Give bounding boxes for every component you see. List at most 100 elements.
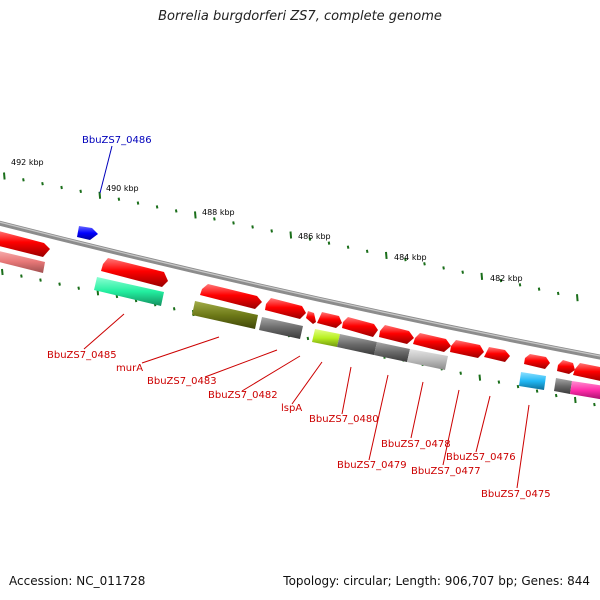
feature-bar-0478[interactable]	[407, 349, 448, 370]
gene-label-0480[interactable]: BbuZS7_0480	[309, 414, 379, 425]
leader-0486	[99, 145, 113, 194]
minor-tick	[554, 393, 558, 398]
cds-arrow[interactable]	[317, 312, 342, 328]
major-tick	[3, 172, 6, 180]
major-tick	[194, 211, 197, 219]
gene-label-0477[interactable]: BbuZS7_0477	[411, 466, 481, 477]
minor-tick	[499, 278, 503, 283]
minor-tick	[155, 205, 159, 209]
leader-0480	[341, 366, 352, 415]
gene-label-lspa[interactable]: lspA	[281, 403, 302, 414]
accession-text: Accession: NC_011728	[9, 574, 146, 588]
feature-bar-0475[interactable]	[519, 372, 546, 390]
minor-tick	[459, 371, 462, 375]
minor-tick	[442, 266, 445, 270]
cds-arrow[interactable]	[200, 284, 262, 309]
leader-0485	[83, 313, 125, 350]
cds-arrow[interactable]	[342, 317, 378, 337]
minor-tick	[308, 237, 312, 241]
feature-bar-0479[interactable]	[374, 342, 410, 362]
gene-label-0482[interactable]: BbuZS7_0482	[208, 390, 278, 401]
gene-label-0485[interactable]: BbuZS7_0485	[47, 350, 117, 361]
minor-tick	[39, 278, 42, 282]
minor-tick	[174, 209, 178, 213]
cds-arrow[interactable]	[413, 333, 451, 352]
cds-arrow[interactable]	[557, 360, 575, 374]
leader-0477	[442, 389, 460, 466]
kbp-label-492: 492 kbp	[11, 158, 44, 167]
gene-label-0476[interactable]: BbuZS7_0476	[446, 452, 516, 463]
genome-backbone	[0, 220, 600, 360]
minor-tick	[270, 229, 273, 233]
minor-tick	[518, 283, 522, 287]
minor-tick	[232, 221, 235, 225]
kbp-label-490: 490 kbp	[106, 184, 139, 193]
minor-tick	[327, 241, 331, 245]
pseudo-feature[interactable]	[0, 250, 45, 273]
major-tick	[385, 251, 388, 260]
gene-0486-arrow[interactable]	[77, 226, 98, 240]
kbp-label-486: 486 kbp	[298, 232, 331, 241]
cds-arrow[interactable]	[306, 311, 316, 324]
minor-tick	[556, 291, 560, 296]
leader-lines	[83, 145, 530, 489]
kbp-label-484: 484 kbp	[394, 253, 427, 262]
feature-bars	[0, 250, 600, 400]
leader-0482	[241, 355, 301, 392]
minor-tick	[516, 384, 520, 389]
leader-mura	[141, 336, 220, 364]
cds-arrow[interactable]	[573, 363, 600, 382]
leader-0475	[516, 404, 530, 489]
minor-tick	[365, 249, 369, 254]
genome-backbone-highlight	[0, 221, 600, 357]
leader-lspa	[291, 361, 323, 405]
reverse-cds-track	[0, 230, 600, 382]
minor-tick	[404, 257, 407, 262]
gene-labels: BbuZS7_0486 BbuZS7_0485 murA BbuZS7_0483…	[47, 135, 551, 500]
cds-arrow[interactable]	[101, 258, 168, 287]
topology-text: Topology: circular; Length: 906,707 bp; …	[283, 574, 590, 588]
minor-tick	[346, 245, 350, 249]
cds-arrow[interactable]	[379, 325, 414, 344]
minor-tick	[306, 336, 310, 341]
cds-arrow[interactable]	[450, 340, 484, 358]
leader-0479	[368, 374, 389, 461]
minor-tick	[497, 380, 501, 384]
major-tick	[478, 374, 482, 381]
major-tick	[574, 396, 577, 404]
feature-bar-mura[interactable]	[192, 301, 258, 329]
feature-bar-0483[interactable]	[259, 317, 303, 339]
cds-arrow[interactable]	[0, 230, 50, 257]
kbp-label-482: 482 kbp	[490, 274, 523, 283]
minor-tick	[117, 197, 121, 201]
minor-tick	[251, 225, 254, 229]
cds-arrow[interactable]	[484, 347, 510, 362]
ruler-ticks	[3, 172, 579, 302]
kbp-label-488: 488 kbp	[202, 208, 235, 217]
gene-label-0479[interactable]: BbuZS7_0479	[337, 460, 407, 471]
minor-tick	[172, 307, 176, 311]
minor-tick	[593, 402, 596, 407]
gene-label-0483[interactable]: BbuZS7_0483	[147, 376, 217, 387]
feature-bar-0480[interactable]	[337, 334, 377, 355]
feature-bar-magenta[interactable]	[570, 381, 600, 400]
cds-arrow[interactable]	[524, 354, 550, 369]
gene-label-0478[interactable]: BbuZS7_0478	[381, 439, 451, 450]
gene-label-0486[interactable]: BbuZS7_0486	[82, 135, 152, 146]
minor-tick	[20, 274, 23, 278]
feature-bar-0485[interactable]	[94, 277, 164, 306]
feature-bar-gray-end[interactable]	[554, 378, 572, 394]
map-title: Borrelia burgdorferi ZS7, complete genom…	[158, 9, 442, 24]
leader-0478	[410, 381, 424, 439]
minor-tick	[461, 270, 464, 274]
gene-label-0475[interactable]: BbuZS7_0475	[481, 489, 551, 500]
minor-tick	[79, 189, 82, 194]
minor-tick	[136, 201, 140, 205]
gene-label-mura[interactable]: murA	[116, 363, 143, 374]
feature-bar-lspa[interactable]	[312, 329, 340, 347]
cds-arrow[interactable]	[265, 298, 306, 319]
minor-tick	[537, 287, 541, 291]
minor-tick	[60, 185, 63, 190]
minor-tick	[58, 282, 61, 286]
